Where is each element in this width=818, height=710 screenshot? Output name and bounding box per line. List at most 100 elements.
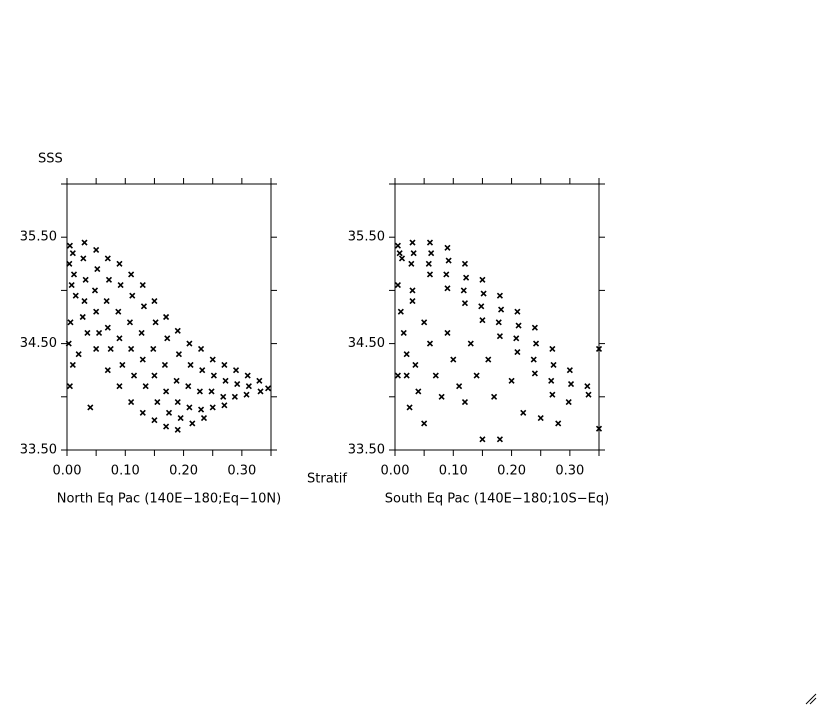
point bbox=[119, 361, 126, 368]
point bbox=[432, 372, 439, 379]
point bbox=[514, 349, 521, 356]
point bbox=[139, 356, 146, 363]
point bbox=[479, 436, 486, 443]
point bbox=[104, 367, 111, 374]
point bbox=[139, 409, 146, 416]
point bbox=[154, 399, 161, 406]
point bbox=[478, 303, 485, 310]
point bbox=[426, 239, 434, 246]
point bbox=[116, 383, 123, 390]
point bbox=[461, 300, 469, 307]
point bbox=[515, 322, 522, 329]
x-tick-label: 0.00 bbox=[53, 464, 82, 479]
point bbox=[566, 367, 573, 374]
point bbox=[232, 367, 240, 374]
y-tick-label: 35.50 bbox=[348, 230, 385, 245]
point bbox=[105, 276, 113, 283]
resize-grip[interactable] bbox=[805, 693, 817, 705]
point bbox=[244, 372, 251, 379]
point bbox=[585, 391, 592, 398]
point bbox=[81, 239, 88, 246]
point bbox=[438, 393, 445, 400]
point bbox=[116, 335, 123, 342]
point bbox=[565, 399, 572, 406]
point bbox=[87, 404, 94, 411]
point bbox=[450, 356, 457, 363]
point bbox=[394, 372, 401, 379]
point bbox=[463, 274, 470, 281]
point bbox=[66, 383, 73, 390]
point bbox=[479, 276, 486, 283]
point bbox=[265, 385, 272, 392]
point bbox=[150, 345, 157, 352]
point bbox=[95, 329, 103, 337]
points bbox=[394, 239, 603, 443]
point bbox=[221, 361, 228, 368]
point bbox=[531, 324, 538, 331]
point bbox=[151, 417, 158, 424]
point bbox=[173, 377, 180, 384]
x-tick-label: 0.20 bbox=[169, 464, 198, 479]
point bbox=[129, 292, 136, 299]
point bbox=[163, 423, 170, 430]
point bbox=[445, 257, 452, 264]
point bbox=[460, 287, 467, 294]
point bbox=[70, 271, 78, 278]
x-axis-label: Stratif bbox=[307, 472, 347, 487]
point bbox=[220, 393, 227, 400]
point bbox=[400, 329, 407, 337]
point bbox=[138, 329, 145, 337]
x-tick-label: 0.30 bbox=[227, 464, 256, 479]
point bbox=[403, 372, 410, 379]
point bbox=[550, 361, 557, 368]
point bbox=[152, 319, 159, 326]
point bbox=[421, 420, 428, 427]
point bbox=[189, 420, 196, 427]
point bbox=[461, 399, 469, 406]
point bbox=[408, 260, 415, 267]
point bbox=[520, 409, 527, 416]
points bbox=[65, 239, 272, 433]
point bbox=[177, 415, 184, 422]
point bbox=[186, 340, 193, 347]
panel-title: North Eq Pac (140E−180;Eq−10N) bbox=[57, 492, 281, 507]
point bbox=[186, 404, 193, 411]
point bbox=[409, 287, 416, 294]
point bbox=[412, 361, 419, 368]
point bbox=[185, 383, 192, 390]
point bbox=[72, 292, 79, 299]
point bbox=[549, 345, 556, 352]
point bbox=[496, 436, 503, 443]
point bbox=[256, 377, 263, 384]
point bbox=[128, 399, 135, 406]
point bbox=[410, 250, 417, 257]
point bbox=[151, 297, 158, 305]
point bbox=[234, 380, 241, 388]
point bbox=[139, 282, 146, 289]
point bbox=[473, 372, 480, 379]
point bbox=[231, 393, 238, 400]
point bbox=[222, 377, 229, 384]
point bbox=[531, 370, 538, 377]
point bbox=[428, 250, 435, 257]
point bbox=[221, 402, 228, 409]
point bbox=[243, 391, 250, 398]
grip-line bbox=[805, 693, 817, 705]
point bbox=[496, 292, 503, 299]
point bbox=[491, 393, 498, 400]
point bbox=[444, 244, 451, 251]
point bbox=[93, 308, 100, 315]
point bbox=[409, 297, 416, 305]
point bbox=[66, 260, 73, 267]
point bbox=[107, 345, 114, 352]
point bbox=[69, 361, 76, 368]
point bbox=[415, 388, 422, 395]
point bbox=[425, 260, 432, 267]
point bbox=[208, 388, 215, 395]
point bbox=[584, 383, 591, 390]
point bbox=[485, 356, 492, 363]
point bbox=[197, 345, 205, 352]
point bbox=[537, 415, 544, 422]
point bbox=[210, 372, 217, 379]
